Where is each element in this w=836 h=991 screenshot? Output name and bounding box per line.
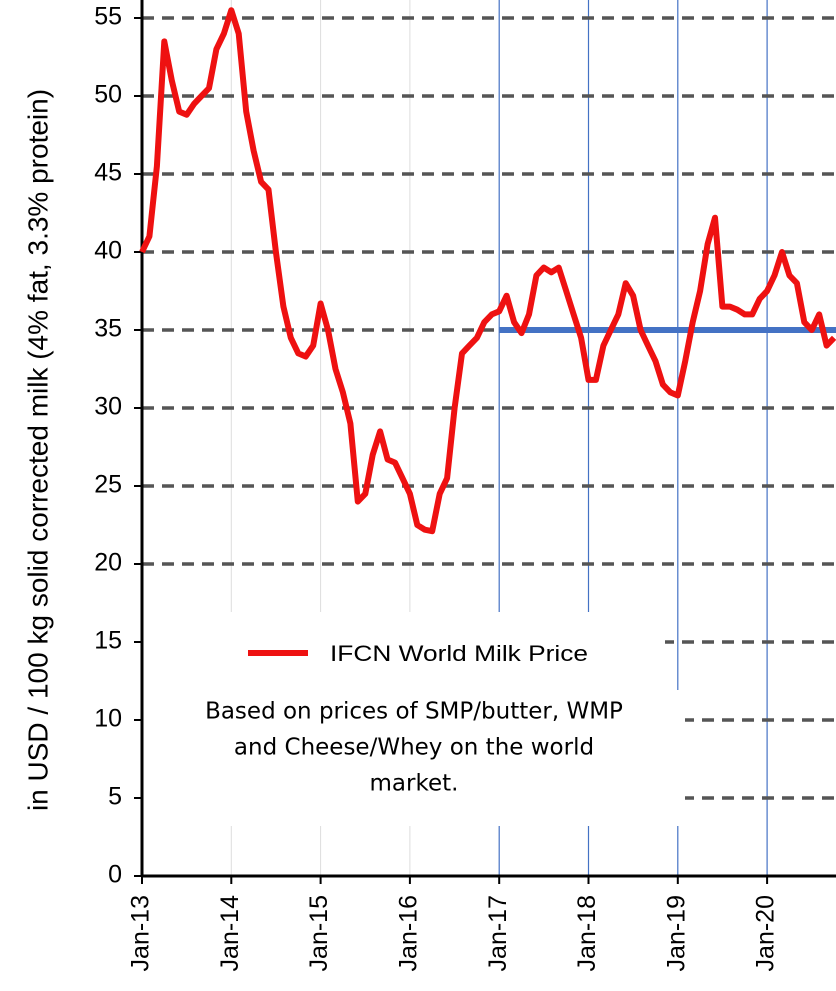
x-tick-label: Jan-19 (662, 895, 690, 971)
x-tick-label: Jan-15 (305, 895, 333, 971)
x-tick-label: Jan-14 (216, 895, 244, 972)
y-tick-label: 40 (94, 237, 122, 265)
x-tick-label: Jan-20 (752, 895, 780, 971)
annotation: market. (370, 771, 459, 797)
x-tick-label: Jan-16 (395, 895, 423, 971)
data-line (139, 7, 836, 535)
y-tick-label: 30 (94, 393, 122, 421)
y-tick-label: 5 (108, 783, 122, 811)
y-tick-label: 20 (94, 549, 122, 577)
x-tick-label: Jan-18 (573, 895, 601, 971)
y-tick-label: 10 (94, 705, 122, 733)
y-tick-label: 15 (94, 627, 122, 655)
legend-label: IFCN World Milk Price (330, 641, 588, 666)
y-tick-label: 0 (108, 861, 122, 889)
y-tick-label: 55 (94, 3, 122, 31)
x-tick-label: Jan-17 (484, 895, 512, 971)
y-tick-label: 50 (94, 81, 122, 109)
y-tick-label: 25 (94, 471, 122, 499)
x-tick-label: Jan-13 (127, 895, 155, 971)
y-tick-label: 45 (94, 159, 122, 187)
annotation: Based on prices of SMP/butter, WMP (205, 699, 623, 725)
y-tick-label: 35 (94, 315, 122, 343)
annotation: and Cheese/Whey on the world (234, 735, 594, 761)
y-axis-label: in USD / 100 kg solid corrected milk (4%… (22, 89, 53, 811)
legend-box-ext (143, 690, 685, 826)
